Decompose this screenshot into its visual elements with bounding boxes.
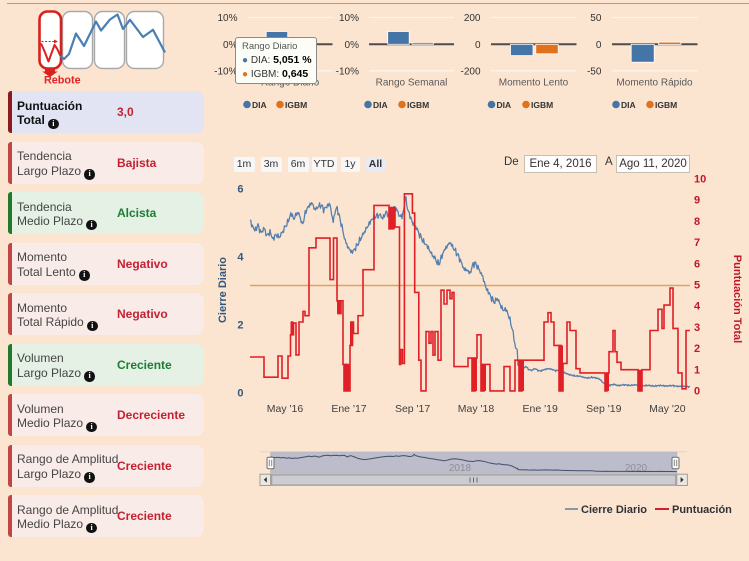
svg-text:Rango Semanal: Rango Semanal xyxy=(376,78,448,89)
svg-text:Puntuación Total: Puntuación Total xyxy=(731,255,743,343)
svg-text:10%: 10% xyxy=(217,13,237,24)
svg-text:6: 6 xyxy=(237,184,243,196)
svg-text:0%: 0% xyxy=(345,40,360,51)
svg-text:4: 4 xyxy=(694,301,701,313)
svg-text:2: 2 xyxy=(694,343,700,355)
svg-text:10%: 10% xyxy=(339,13,359,24)
svg-text:DIA: DIA xyxy=(621,100,636,110)
svg-text:May '16: May '16 xyxy=(267,403,304,415)
svg-text:3: 3 xyxy=(694,322,700,334)
svg-text:DIA: DIA xyxy=(252,100,267,110)
svg-text:0: 0 xyxy=(237,388,243,400)
svg-text:Momento Rápido: Momento Rápido xyxy=(616,78,693,89)
svg-text:1: 1 xyxy=(694,364,700,376)
svg-text:Ene '19: Ene '19 xyxy=(523,403,558,415)
svg-text:IGBM: IGBM xyxy=(285,100,307,110)
svg-text:50: 50 xyxy=(590,13,602,24)
svg-text:-200: -200 xyxy=(460,66,480,77)
svg-text:DIA: DIA xyxy=(373,100,388,110)
svg-text:-10%: -10% xyxy=(214,66,237,77)
svg-text:0: 0 xyxy=(475,40,481,51)
svg-text:Ene '17: Ene '17 xyxy=(331,403,366,415)
svg-text:5: 5 xyxy=(694,280,700,292)
svg-text:-10%: -10% xyxy=(336,66,359,77)
svg-text:IGBM: IGBM xyxy=(407,100,429,110)
svg-text:0%: 0% xyxy=(223,40,238,51)
svg-text:Sep '17: Sep '17 xyxy=(395,403,430,415)
svg-text:May '20: May '20 xyxy=(649,403,686,415)
svg-text:Rebote: Rebote xyxy=(44,75,81,87)
svg-text:2020: 2020 xyxy=(625,463,648,474)
svg-text:Cierre Diario: Cierre Diario xyxy=(217,257,229,323)
svg-text:8: 8 xyxy=(694,216,700,228)
svg-text:-50: -50 xyxy=(587,66,602,77)
svg-text:0: 0 xyxy=(694,386,700,398)
svg-text:4: 4 xyxy=(237,252,244,264)
svg-text:IGBM: IGBM xyxy=(531,100,553,110)
svg-text:9: 9 xyxy=(694,195,700,207)
svg-text:May '18: May '18 xyxy=(458,403,495,415)
svg-text:DIA: DIA xyxy=(497,100,512,110)
svg-text:2018: 2018 xyxy=(449,463,472,474)
svg-text:6: 6 xyxy=(694,258,700,270)
svg-text:10: 10 xyxy=(694,174,706,186)
svg-text:2: 2 xyxy=(237,320,243,332)
svg-text:Sep '19: Sep '19 xyxy=(586,403,621,415)
svg-text:0: 0 xyxy=(596,40,602,51)
svg-text:Momento Lento: Momento Lento xyxy=(499,78,569,89)
svg-text:IGBM: IGBM xyxy=(655,100,677,110)
svg-text:7: 7 xyxy=(694,237,700,249)
svg-text:200: 200 xyxy=(464,13,481,24)
